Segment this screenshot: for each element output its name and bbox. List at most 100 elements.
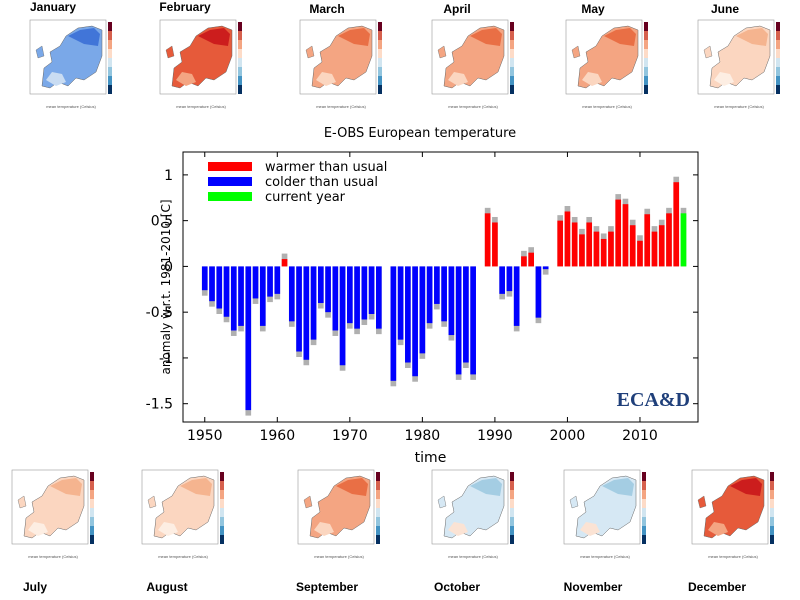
month-label-march: March [309,2,345,16]
bar-2015 [673,182,680,267]
bar-1950 [201,266,208,291]
map-april [424,16,522,104]
month-label-december: December [687,580,747,594]
map-september [290,466,388,554]
map-caption: mean temperature (Celsius) [708,554,758,559]
bar-1984 [448,266,455,336]
month-label-november: November [563,580,623,594]
month-label-august: August [146,580,188,594]
europe-map [431,469,514,545]
month-label-june: June [710,2,739,16]
map-caption: mean temperature (Celsius) [448,554,498,559]
month-label-january: January [29,0,77,14]
bar-1972 [361,266,368,320]
bar-2010 [637,240,643,267]
bar-2014 [666,213,672,267]
europe-map [431,19,514,95]
map-march [292,16,390,104]
europe-map [159,19,242,95]
y-tick-label: -1 [159,351,173,367]
bar-1993 [513,266,520,326]
bar-1957 [252,266,259,299]
bar-1964 [303,266,310,360]
bar-1982 [434,266,440,304]
month-label-april: April [443,2,471,16]
chart-title: E-OBS European temperature [323,126,517,141]
bar-1978 [405,266,411,363]
month-label-september: September [295,580,359,594]
map-october [424,466,522,554]
bar-1962 [288,266,295,322]
bar-1965 [310,266,317,340]
bar-1990 [492,222,498,267]
bar-1953 [223,266,230,317]
bar-1968 [332,266,339,331]
bar-1956 [245,266,252,411]
bar-2004 [593,231,600,267]
bar-2016 [680,213,687,267]
bar-1994 [521,256,527,267]
europe-map [563,469,646,545]
bar-2001 [571,222,578,267]
map-caption: mean temperature (Celsius) [28,554,78,559]
bar-1967 [325,266,331,313]
bar-2011 [644,214,651,267]
map-may [558,16,656,104]
bar-1966 [317,266,324,304]
europe-map [697,19,780,95]
bar-1959 [267,266,273,297]
bar-2012 [651,231,658,267]
x-tick-label: 1950 [187,428,223,444]
bar-2006 [608,231,614,267]
map-caption: mean temperature (Celsius) [448,104,498,109]
bar-1960 [274,266,281,294]
x-tick-label: 1980 [405,428,441,444]
map-january [22,16,120,104]
ecad-logo: ECA&D [617,389,690,411]
bar-1973 [368,266,375,314]
bar-1971 [354,266,360,329]
month-label-july: July [22,580,47,594]
bar-2000 [564,211,571,267]
europe-map [141,469,224,545]
legend-label: colder than usual [265,175,378,190]
anomaly-bar-chart: 1 0.5 0 -0.5 -1 -1.5 1950 1960 1970 1980 1990 2000 2… [146,151,699,466]
x-tick-label: 1990 [477,428,513,444]
bar-1979 [412,266,418,377]
bar-1980 [419,266,426,354]
map-caption: mean temperature (Celsius) [580,554,630,559]
bar-1989 [484,213,491,267]
map-november [556,466,654,554]
x-tick-label: 1960 [259,428,295,444]
bar-1969 [339,266,346,366]
bar-1991 [499,266,505,294]
map-caption: mean temperature (Celsius) [46,104,96,109]
europe-map [299,19,382,95]
europe-map [691,469,774,545]
bar-1951 [209,266,215,302]
y-tick-label: 0 [164,259,173,275]
month-label-february: February [159,0,211,14]
bar-2007 [615,199,622,267]
bar-1961 [281,259,288,267]
y-tick-label: -1.5 [146,397,173,413]
bar-2002 [579,234,585,267]
map-caption: mean temperature (Celsius) [582,104,632,109]
month-label-october: October [433,580,480,594]
bar-1987 [470,266,476,375]
bar-1983 [441,266,447,322]
map-caption: mean temperature (Celsius) [316,104,366,109]
legend-swatch [208,162,252,171]
bar-2013 [658,225,665,267]
bar-1999 [557,220,564,267]
x-tick-label: 2000 [550,428,586,444]
legend-swatch [208,177,252,186]
month-label-may: May [581,2,605,16]
y-tick-label: 1 [164,168,173,184]
bar-1995 [528,252,534,267]
bar-2009 [629,225,636,267]
bar-1974 [376,266,382,329]
europe-map [297,469,380,545]
y-tick-label: 0.5 [151,214,173,230]
bar-1952 [216,266,223,309]
